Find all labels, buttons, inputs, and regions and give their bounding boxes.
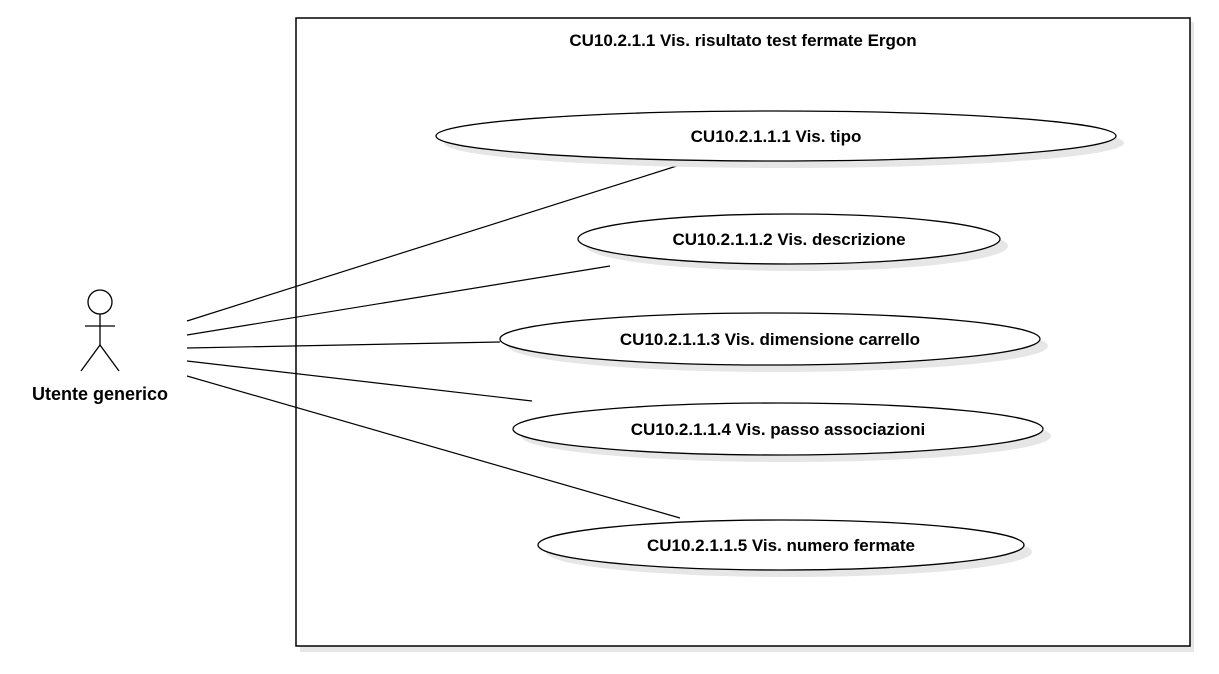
use-case-label: CU10.2.1.1.5 Vis. numero fermate — [647, 536, 915, 555]
use-case-uc4[interactable]: CU10.2.1.1.4 Vis. passo associazioni — [512, 402, 1051, 462]
system-boundary-title: CU10.2.1.1 Vis. risultato test fermate E… — [569, 31, 916, 50]
actor-left-leg — [80, 344, 101, 372]
use-case-uc1[interactable]: CU10.2.1.1.1 Vis. tipo — [435, 110, 1124, 168]
association-line-uc1[interactable] — [186, 163, 684, 322]
use-case-ellipse — [537, 519, 1025, 571]
use-case-label: CU10.2.1.1.1 Vis. tipo — [691, 127, 862, 146]
stick-figure-icon — [80, 289, 120, 372]
association-line-uc4[interactable] — [186, 360, 533, 402]
actor-utente-generico[interactable]: Utente generico — [32, 289, 168, 404]
use-case-ellipse — [499, 312, 1041, 366]
use-case-uc5[interactable]: CU10.2.1.1.5 Vis. numero fermate — [537, 519, 1032, 577]
associations — [186, 163, 684, 519]
use-case-ellipse — [577, 213, 1001, 265]
use-case-uc3[interactable]: CU10.2.1.1.3 Vis. dimensione carrello — [499, 312, 1048, 372]
actor-head — [87, 289, 113, 315]
use-case-label: CU10.2.1.1.3 Vis. dimensione carrello — [620, 330, 920, 349]
association-line-uc3[interactable] — [186, 341, 501, 349]
association-line-uc2[interactable] — [186, 265, 611, 336]
association-line-uc5[interactable] — [186, 375, 681, 519]
use-case-label: CU10.2.1.1.4 Vis. passo associazioni — [631, 420, 926, 439]
use-case-ellipse — [435, 110, 1117, 162]
use-case-uc2[interactable]: CU10.2.1.1.2 Vis. descrizione — [577, 213, 1008, 271]
use-case-label: CU10.2.1.1.2 Vis. descrizione — [672, 230, 905, 249]
use-case-ellipse — [512, 402, 1044, 456]
actor-right-leg — [99, 344, 120, 372]
actor-label: Utente generico — [32, 384, 168, 404]
